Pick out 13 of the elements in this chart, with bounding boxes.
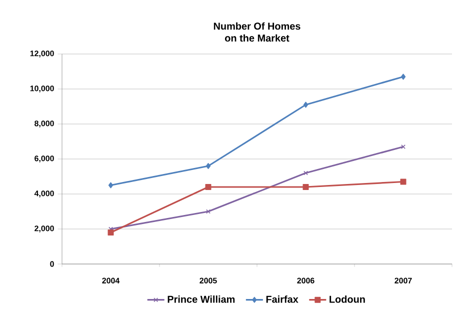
- point: [304, 170, 308, 176]
- legend-label: Lodoun: [330, 295, 365, 303]
- point: [206, 209, 210, 214]
- point: [206, 163, 211, 169]
- chart-title: Number Of Homes on the Market: [214, 22, 300, 42]
- point: [108, 230, 114, 236]
- point: [303, 102, 308, 108]
- legend-label: Fairfax: [266, 295, 298, 303]
- point: [108, 182, 114, 188]
- legend-label: Prince William: [168, 295, 235, 303]
- point: [400, 74, 406, 80]
- point: [205, 184, 212, 190]
- point: [302, 184, 309, 190]
